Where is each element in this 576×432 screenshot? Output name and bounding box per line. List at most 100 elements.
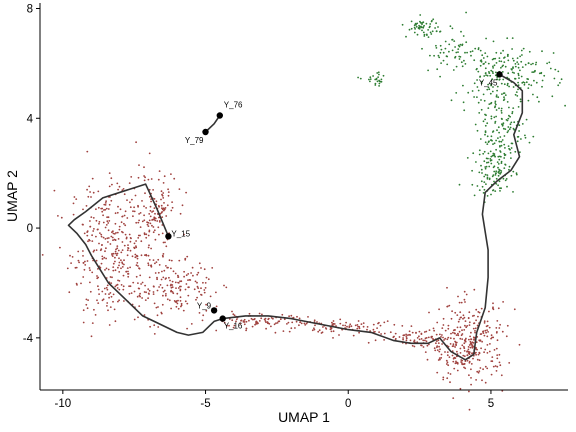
cell-point	[476, 129, 479, 132]
cell-point	[139, 226, 142, 229]
cell-point	[482, 330, 485, 333]
cell-point	[438, 350, 441, 353]
cell-point	[99, 232, 101, 235]
cell-point	[458, 58, 461, 60]
cell-point	[127, 270, 129, 273]
cell-point	[469, 335, 471, 338]
cell-point	[422, 339, 425, 342]
cell-point	[267, 317, 270, 320]
cell-point	[478, 149, 481, 152]
cell-point	[515, 172, 518, 175]
cell-point	[311, 329, 314, 332]
cell-point	[90, 335, 93, 338]
trajectory-line	[67, 73, 524, 361]
cell-point	[510, 121, 513, 124]
cell-point	[462, 84, 464, 87]
cell-point	[441, 334, 443, 336]
cell-point	[378, 82, 381, 85]
cell-point	[478, 189, 481, 192]
cell-point	[500, 170, 503, 172]
cell-point	[147, 297, 150, 300]
cell-point	[109, 306, 112, 308]
cell-point	[112, 239, 114, 242]
cell-point	[109, 276, 112, 278]
cell-point	[118, 225, 121, 228]
cell-point	[134, 253, 137, 256]
cell-point	[187, 294, 190, 297]
cell-point	[423, 35, 426, 37]
cell-point	[97, 288, 100, 291]
cell-point	[457, 295, 459, 298]
cell-point	[557, 70, 560, 73]
cell-point	[435, 30, 438, 33]
cell-point	[443, 339, 445, 341]
cell-point	[515, 91, 518, 93]
cell-point	[493, 180, 495, 183]
cell-point	[298, 324, 300, 327]
cell-point	[470, 368, 472, 371]
cell-point	[496, 339, 499, 342]
cell-point	[492, 72, 494, 74]
cell-point	[193, 288, 196, 291]
cell-point	[422, 346, 425, 348]
cell-point	[509, 123, 512, 126]
cell-point	[82, 309, 85, 312]
cell-point	[481, 172, 483, 174]
cell-point	[510, 174, 513, 177]
cell-point	[466, 51, 468, 54]
cell-point	[454, 56, 456, 59]
cell-point	[203, 289, 206, 291]
cell-point	[360, 323, 363, 325]
cell-point	[164, 207, 167, 209]
cell-point	[432, 338, 434, 340]
cell-point	[288, 330, 291, 333]
cell-point	[101, 258, 104, 260]
cell-point	[116, 231, 119, 234]
cell-point	[129, 249, 132, 252]
cell-point	[502, 127, 505, 130]
cell-point	[486, 195, 489, 197]
cell-point	[171, 280, 174, 283]
cell-point	[138, 219, 141, 222]
cell-point	[185, 191, 188, 194]
cell-point	[149, 325, 152, 328]
cell-point	[500, 52, 502, 55]
cell-point	[496, 161, 499, 164]
cell-point	[123, 193, 126, 196]
cell-point	[492, 365, 495, 368]
cell-point	[490, 373, 493, 376]
cell-point	[473, 337, 475, 339]
cell-point	[105, 267, 108, 270]
cell-point	[150, 264, 152, 267]
cell-point	[184, 300, 187, 303]
cell-point	[483, 322, 486, 324]
cell-point	[410, 325, 413, 327]
cell-point	[137, 176, 140, 179]
cell-point	[140, 254, 143, 257]
cell-point	[423, 33, 426, 36]
cell-point	[557, 84, 560, 87]
cell-point	[383, 339, 385, 341]
cell-point	[511, 112, 514, 115]
cell-point	[178, 188, 181, 191]
cell-point	[77, 250, 80, 253]
cell-point	[427, 29, 429, 31]
cell-point	[478, 339, 481, 342]
cell-point	[458, 330, 461, 333]
cell-point	[427, 336, 430, 339]
cell-point	[477, 101, 480, 104]
cell-point	[502, 124, 504, 126]
cell-point	[190, 323, 193, 325]
cell-point	[85, 298, 88, 301]
cell-point	[80, 282, 82, 285]
cell-point	[295, 320, 298, 323]
cell-point	[517, 81, 519, 84]
cell-point	[167, 194, 170, 197]
cell-point	[471, 352, 473, 355]
cell-point	[198, 262, 201, 265]
cell-point	[104, 208, 107, 211]
cell-point	[487, 331, 489, 333]
cell-point	[150, 247, 153, 250]
cell-point	[413, 345, 416, 348]
cell-point	[383, 332, 386, 335]
